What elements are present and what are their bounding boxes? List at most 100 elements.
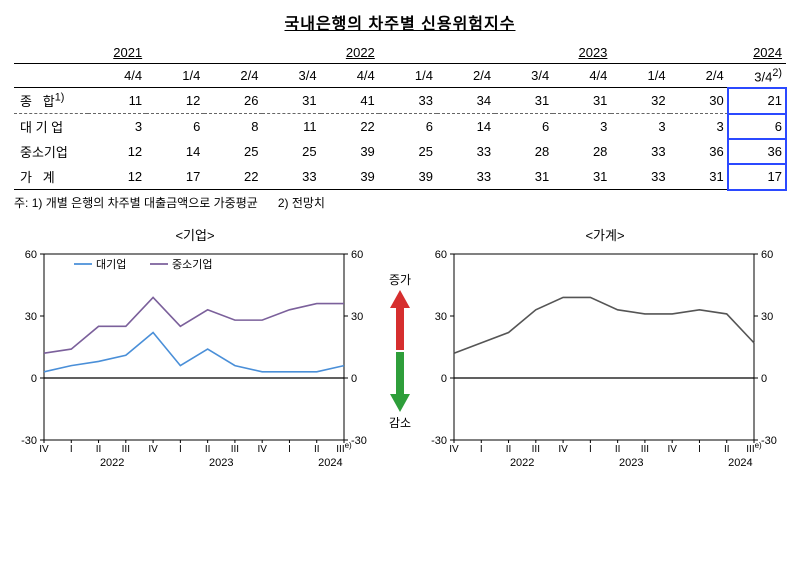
table-cell: 39 xyxy=(321,164,379,190)
table-cell: 12 xyxy=(146,88,204,114)
table-cell: 28 xyxy=(553,139,611,164)
table-cell: 26 xyxy=(204,88,262,114)
table-cell: 17 xyxy=(728,164,786,190)
svg-text:IIIe): IIIe) xyxy=(336,441,352,455)
table-cell: 28 xyxy=(495,139,553,164)
table-cell: 33 xyxy=(611,139,669,164)
corp-chart: -30-300030306060IVIIIIIIIVIIIIIIIVIIIIII… xyxy=(14,246,374,476)
svg-text:III: III xyxy=(231,444,239,455)
table-cell: 39 xyxy=(321,139,379,164)
year-header: 2024 xyxy=(611,42,786,64)
arrow-up-icon xyxy=(390,290,410,350)
year-header: 2022 xyxy=(146,42,379,64)
svg-text:II: II xyxy=(615,444,621,455)
credit-risk-table: 2021202220232024 4/41/42/43/44/41/42/43/… xyxy=(14,42,786,190)
svg-text:2023: 2023 xyxy=(619,457,643,469)
table-cell: 31 xyxy=(262,88,320,114)
table-cell: 31 xyxy=(495,164,553,190)
svg-text:IV: IV xyxy=(558,444,568,455)
table-cell: 31 xyxy=(553,164,611,190)
quarter-header: 2/4 xyxy=(670,64,728,88)
quarter-header: 1/4 xyxy=(611,64,669,88)
corp-chart-title: <기업> xyxy=(14,225,376,244)
table-cell: 34 xyxy=(437,88,495,114)
svg-text:0: 0 xyxy=(351,373,357,385)
table-cell: 31 xyxy=(495,88,553,114)
row-label: 종 합1) xyxy=(14,88,88,114)
house-chart-title: <가계> xyxy=(424,225,786,244)
svg-text:60: 60 xyxy=(435,249,447,261)
quarter-header: 3/4 xyxy=(495,64,553,88)
quarter-header: 4/4 xyxy=(553,64,611,88)
svg-text:30: 30 xyxy=(761,311,773,323)
svg-text:I: I xyxy=(698,444,701,455)
year-header: 2023 xyxy=(379,42,612,64)
table-cell: 11 xyxy=(262,114,320,140)
table-cell: 33 xyxy=(437,164,495,190)
table-cell: 33 xyxy=(437,139,495,164)
svg-text:III: III xyxy=(641,444,649,455)
arrow-down-icon xyxy=(390,352,410,412)
table-cell: 25 xyxy=(262,139,320,164)
svg-text:III: III xyxy=(532,444,540,455)
svg-text:30: 30 xyxy=(25,311,37,323)
table-cell: 3 xyxy=(670,114,728,140)
table-cell: 3 xyxy=(611,114,669,140)
quarter-header: 2/4 xyxy=(204,64,262,88)
table-cell: 36 xyxy=(670,139,728,164)
svg-text:-30: -30 xyxy=(431,435,447,447)
house-chart: -30-300030306060IVIIIIIIIVIIIIIIIVIIIIII… xyxy=(424,246,784,476)
quarter-header: 3/4 xyxy=(262,64,320,88)
quarter-header: 1/4 xyxy=(379,64,437,88)
table-cell: 31 xyxy=(670,164,728,190)
table-cell: 14 xyxy=(146,139,204,164)
svg-text:대기업: 대기업 xyxy=(96,258,126,271)
svg-text:II: II xyxy=(724,444,730,455)
svg-text:30: 30 xyxy=(435,311,447,323)
svg-text:I: I xyxy=(480,444,483,455)
svg-text:0: 0 xyxy=(441,373,447,385)
svg-text:-30: -30 xyxy=(761,435,777,447)
direction-indicator: 증가 감소 xyxy=(382,225,418,431)
svg-text:IV: IV xyxy=(148,444,158,455)
quarter-header: 1/4 xyxy=(146,64,204,88)
quarter-header: 2/4 xyxy=(437,64,495,88)
svg-text:II: II xyxy=(506,444,512,455)
table-cell: 12 xyxy=(88,139,146,164)
row-label: 중소기업 xyxy=(14,139,88,164)
svg-text:I: I xyxy=(589,444,592,455)
table-cell: 6 xyxy=(495,114,553,140)
table-cell: 33 xyxy=(379,88,437,114)
page-title: 국내은행의 차주별 신용위험지수 xyxy=(14,10,786,34)
table-cell: 25 xyxy=(204,139,262,164)
svg-text:30: 30 xyxy=(351,311,363,323)
table-cell: 41 xyxy=(321,88,379,114)
table-footnote: 주: 1) 개별 은행의 차주별 대출금액으로 가중평균 2) 전망치 xyxy=(14,190,786,225)
svg-text:III: III xyxy=(122,444,130,455)
svg-text:-30: -30 xyxy=(21,435,37,447)
table-cell: 11 xyxy=(88,88,146,114)
svg-text:IV: IV xyxy=(449,444,459,455)
svg-text:IV: IV xyxy=(667,444,677,455)
svg-text:60: 60 xyxy=(761,249,773,261)
table-cell: 25 xyxy=(379,139,437,164)
svg-text:I: I xyxy=(179,444,182,455)
svg-text:2024: 2024 xyxy=(728,457,752,469)
row-label: 가 계 xyxy=(14,164,88,190)
quarter-header: 4/4 xyxy=(321,64,379,88)
table-cell: 31 xyxy=(553,88,611,114)
table-cell: 22 xyxy=(321,114,379,140)
table-cell: 39 xyxy=(379,164,437,190)
table-cell: 21 xyxy=(728,88,786,114)
table-cell: 12 xyxy=(88,164,146,190)
table-cell: 14 xyxy=(437,114,495,140)
svg-text:I: I xyxy=(288,444,291,455)
quarter-header: 3/42) xyxy=(728,64,786,88)
table-cell: 3 xyxy=(88,114,146,140)
svg-text:60: 60 xyxy=(25,249,37,261)
svg-text:IV: IV xyxy=(257,444,267,455)
table-cell: 6 xyxy=(146,114,204,140)
table-cell: 30 xyxy=(670,88,728,114)
quarter-header: 4/4 xyxy=(88,64,146,88)
table-cell: 17 xyxy=(146,164,204,190)
